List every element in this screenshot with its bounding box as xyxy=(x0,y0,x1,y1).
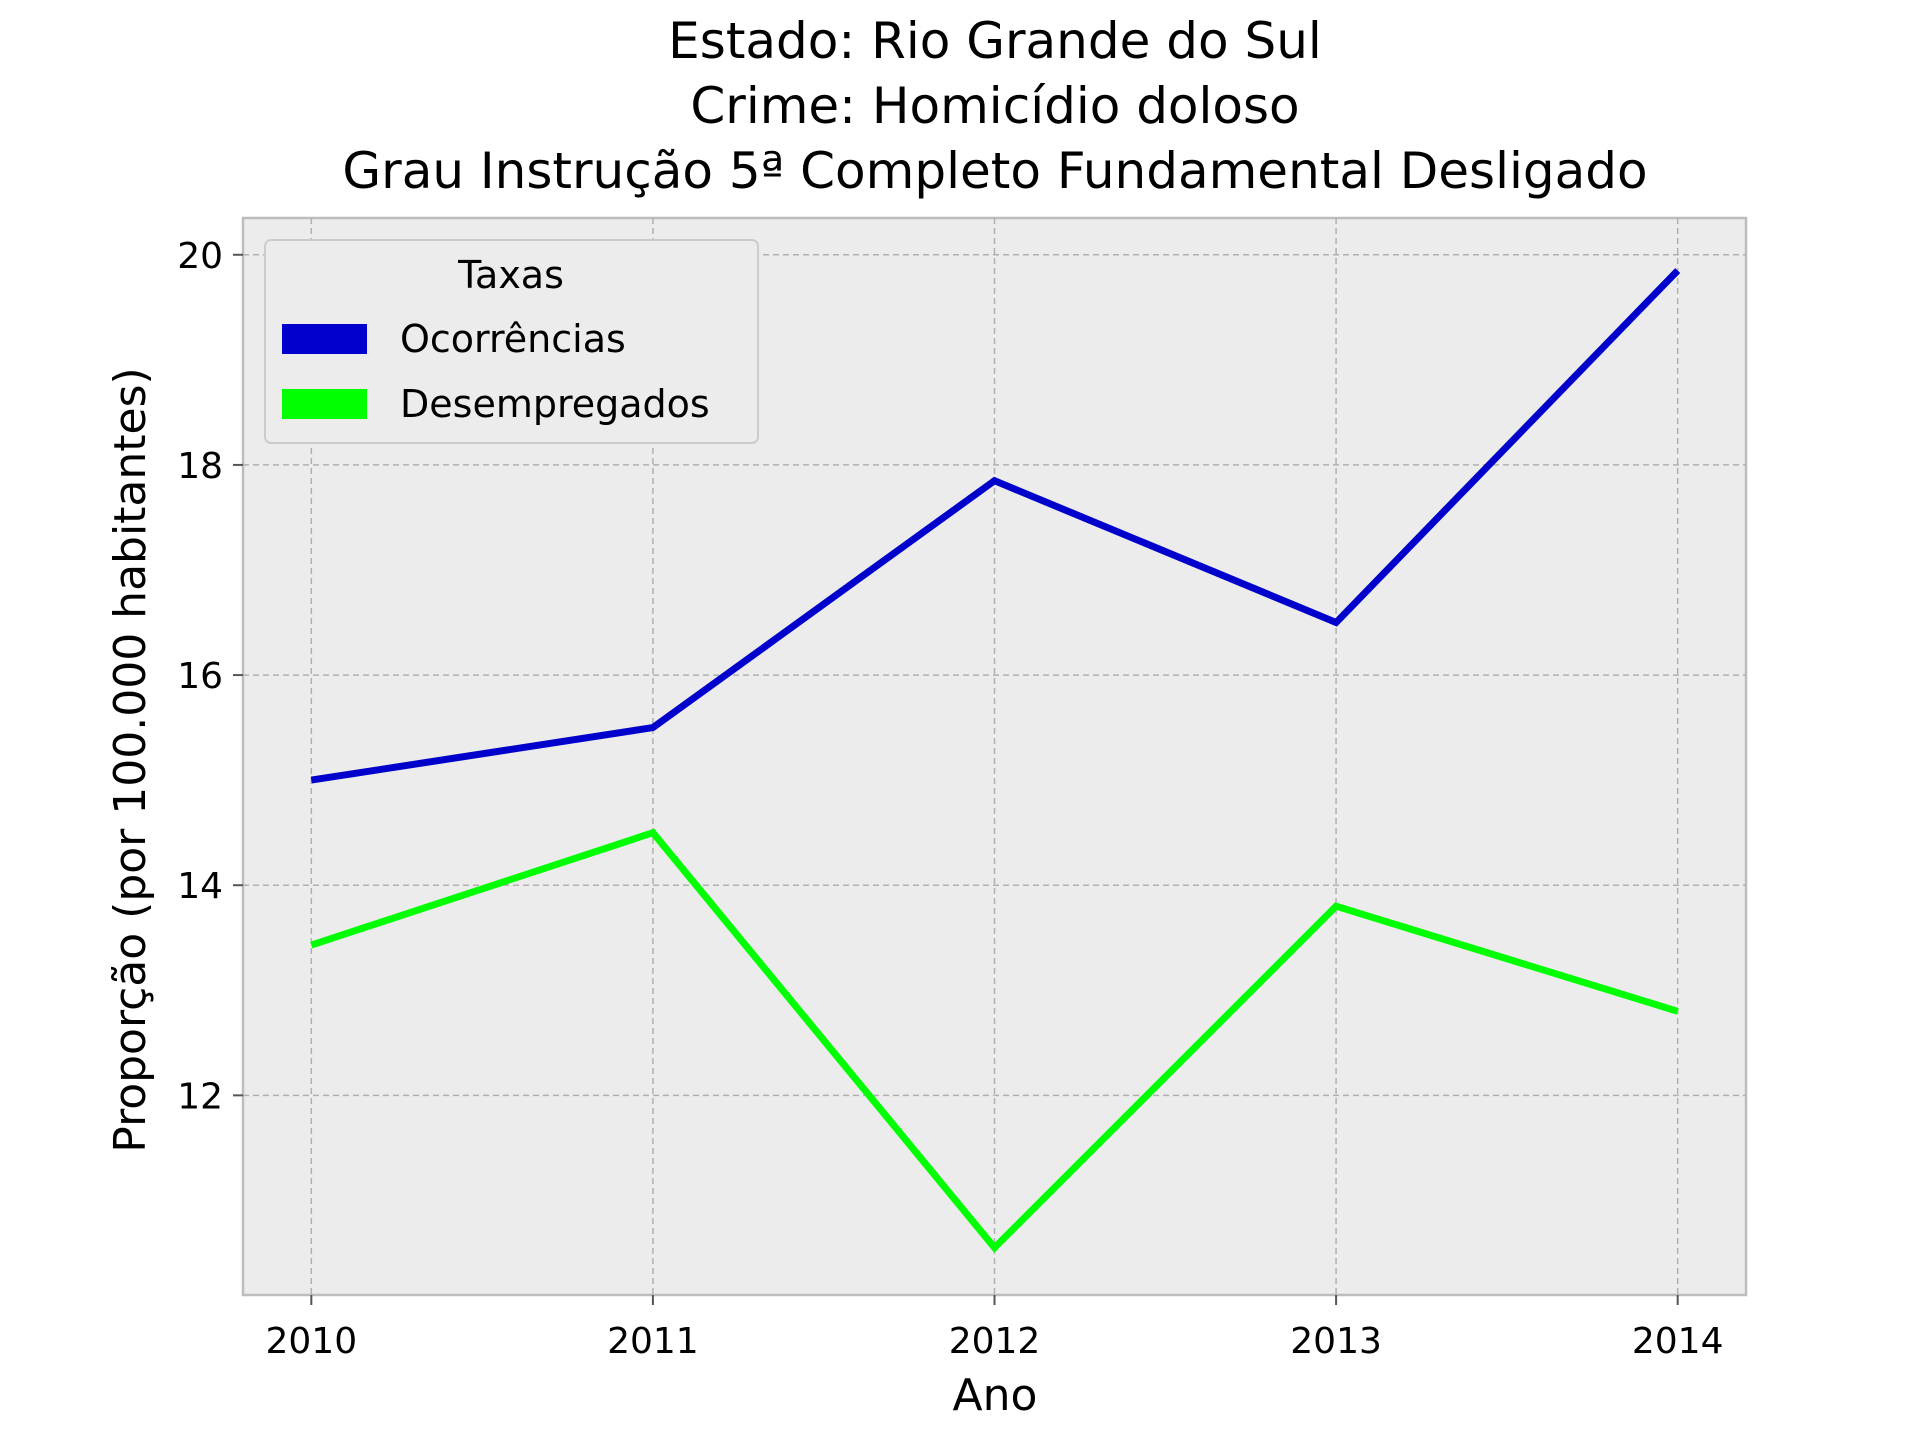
y-axis-label: Proporção (por 100.000 habitantes) xyxy=(105,367,156,1152)
x-tick-label: 2013 xyxy=(1290,1321,1382,1362)
legend-label-ocorrencias: Ocorrências xyxy=(400,317,626,361)
title-line-1: Estado: Rio Grande do Sul xyxy=(668,12,1322,70)
y-tick-label: 18 xyxy=(177,446,223,487)
x-axis-ticks: 2010 2011 2012 2013 2014 xyxy=(266,1295,1724,1362)
x-tick-label: 2012 xyxy=(949,1321,1041,1362)
legend-label-desempregados: Desempregados xyxy=(400,382,710,426)
legend-swatch-ocorrencias xyxy=(282,324,367,354)
legend-box xyxy=(264,239,759,444)
legend-title: Taxas xyxy=(457,253,564,297)
x-tick-label: 2011 xyxy=(607,1321,699,1362)
y-tick-label: 14 xyxy=(177,866,223,907)
y-tick-label: 12 xyxy=(177,1076,223,1117)
x-tick-label: 2014 xyxy=(1632,1321,1724,1362)
y-tick-label: 20 xyxy=(177,236,223,277)
series-lines xyxy=(310,268,1681,1253)
legend: Taxas Ocorrências Desempregados xyxy=(264,239,759,444)
x-axis-label: Ano xyxy=(953,1370,1038,1421)
title-line-3: Grau Instrução 5ª Completo Fundamental D… xyxy=(342,142,1647,200)
chart-title: Estado: Rio Grande do Sul Crime: Homicíd… xyxy=(342,12,1647,200)
y-axis-ticks: 12 14 16 18 20 xyxy=(177,236,243,1117)
y-tick-label: 16 xyxy=(177,656,223,697)
x-tick-label: 2010 xyxy=(266,1321,358,1362)
legend-swatch-desempregados xyxy=(282,389,367,419)
title-line-2: Crime: Homicídio doloso xyxy=(690,77,1299,135)
